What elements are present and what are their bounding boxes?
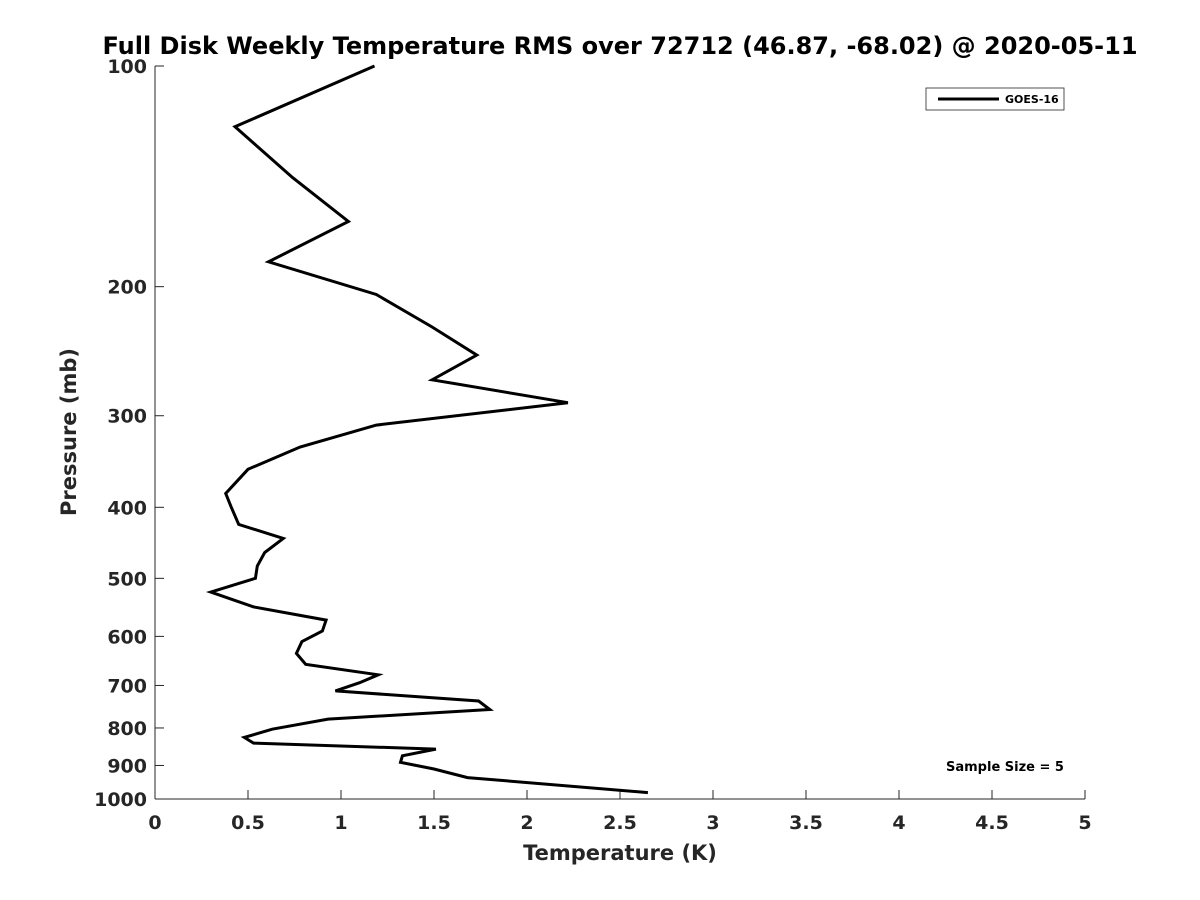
x-tick-label: 0.5 <box>231 812 265 834</box>
x-tick-label: 4.5 <box>975 812 1009 834</box>
x-tick-label: 2 <box>520 812 533 834</box>
x-axis-label: Temperature (K) <box>523 841 717 865</box>
x-tick-label: 1.5 <box>417 812 451 834</box>
x-tick-label: 2.5 <box>603 812 637 834</box>
chart-title: Full Disk Weekly Temperature RMS over 72… <box>102 32 1137 60</box>
y-tick-label: 600 <box>107 626 147 648</box>
sample-size-annotation: Sample Size = 5 <box>946 760 1064 775</box>
x-tick-label: 0 <box>148 812 161 834</box>
x-tick-label: 4 <box>892 812 905 834</box>
y-ticks: 100 200 300 400 500 600 700 800 900 1000 <box>94 56 164 811</box>
y-axis-label: Pressure (mb) <box>57 348 81 516</box>
y-tick-label: 1000 <box>94 789 147 811</box>
y-tick-label: 400 <box>107 497 147 519</box>
plot-lines <box>205 64 649 795</box>
legend-label: GOES-16 <box>1005 93 1059 106</box>
legend: GOES-16 <box>925 87 1065 111</box>
y-tick-label: 500 <box>107 568 147 590</box>
x-tick-label: 1 <box>334 812 347 834</box>
y-tick-label: 200 <box>107 277 147 299</box>
x-tick-label: 5 <box>1078 812 1091 834</box>
series-line-goes-16 <box>205 64 649 795</box>
y-tick-label: 700 <box>107 675 147 697</box>
y-tick-label: 900 <box>107 755 147 777</box>
y-tick-label: 800 <box>107 718 147 740</box>
x-tick-label: 3.5 <box>789 812 823 834</box>
x-tick-label: 3 <box>706 812 719 834</box>
y-tick-label: 100 <box>107 56 147 78</box>
y-tick-label: 300 <box>107 406 147 428</box>
axes <box>154 66 1085 800</box>
x-ticks: 0 0.5 1 1.5 2 2.5 3 3.5 4 4.5 5 <box>148 790 1092 834</box>
